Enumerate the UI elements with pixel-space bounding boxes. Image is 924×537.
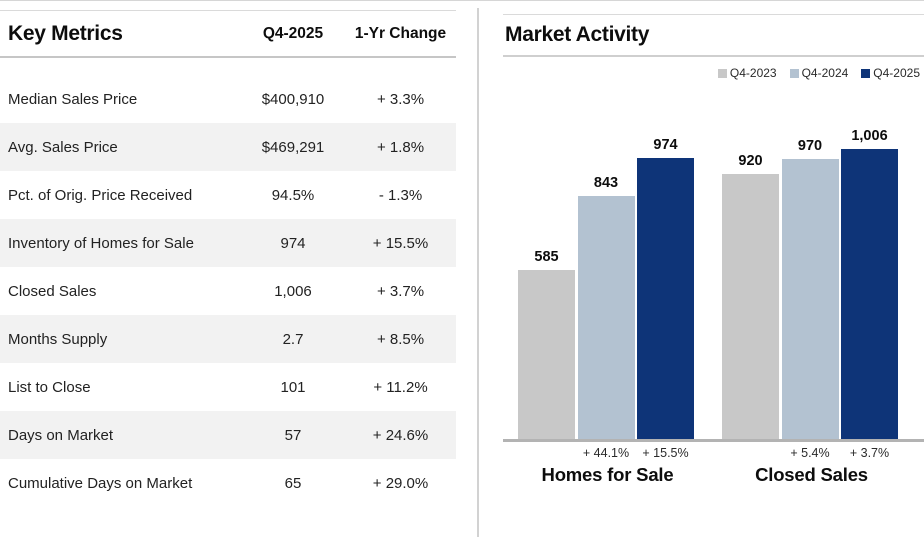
metric-label: Pct. of Orig. Price Received [8,186,193,204]
column-header-q4-2025: Q4-2025 [262,24,324,42]
table-row: Avg. Sales Price $469,291 + 1.8% [0,123,456,171]
metric-change: + 24.6% [372,426,429,444]
market-activity-header-row: Market Activity [503,14,924,57]
metric-value: 57 [284,426,302,444]
key-metrics-title: Key Metrics [8,21,123,45]
metric-value: 974 [280,234,306,252]
metric-value: 94.5% [271,186,315,204]
bar-q4-2023-closed-sales [722,174,779,439]
bar-value-label: 1,006 [851,128,888,144]
bar-value-label: 585 [534,249,559,265]
bar-q4-2025-homes-for-sale [637,158,694,439]
chart-legend: Q4-2023 Q4-2024 Q4-2025 [717,66,920,80]
bar-value-label: 843 [593,175,619,191]
metric-label: Median Sales Price [8,90,138,108]
metric-change: + 1.8% [376,138,425,156]
key-metrics-panel: Key Metrics Q4-2025 1-Yr Change Median S… [0,10,456,507]
legend-label: Q4-2023 [729,66,777,80]
legend-swatch-icon [861,68,871,78]
panel-divider [477,8,479,537]
legend-swatch-icon [717,68,727,78]
table-row: Inventory of Homes for Sale 974 + 15.5% [0,219,456,267]
metric-label: Months Supply [8,330,108,348]
table-row: Closed Sales 1,006 + 3.7% [0,267,456,315]
metric-label: Cumulative Days on Market [8,474,193,492]
chart-baseline [503,439,924,442]
table-row: Median Sales Price $400,910 + 3.3% [0,75,456,123]
metric-change: + 15.5% [372,234,429,252]
metric-change: - 1.3% [378,186,423,204]
pct-change-label: + 5.4% [790,446,830,460]
top-edge-line [0,0,924,1]
bar-value-label: 920 [738,153,763,169]
metric-label: Inventory of Homes for Sale [8,234,194,252]
metric-value: 2.7 [282,330,304,348]
bar-value-label: 970 [797,138,823,154]
metric-value: $400,910 [261,90,325,108]
pct-change-label: + 44.1% [582,446,630,460]
table-row: Months Supply 2.7 + 8.5% [0,315,456,363]
metric-label: List to Close [8,378,91,396]
legend-label: Q4-2024 [801,66,849,80]
bar-q4-2023-homes-for-sale [518,270,575,439]
metric-value: 1,006 [274,282,312,300]
legend-swatch-icon [789,68,799,78]
table-row: List to Close 101 + 11.2% [0,363,456,411]
table-row: Cumulative Days on Market 65 + 29.0% [0,459,456,507]
market-activity-panel: Market Activity Q4-2023 Q4-2024 Q4-2025 58… [503,0,924,537]
key-metrics-header-row: Key Metrics Q4-2025 1-Yr Change [0,10,456,58]
bar-value-label: 974 [653,137,678,153]
metric-change: + 11.2% [373,378,428,396]
metric-change: + 8.5% [376,330,425,348]
legend-item-q4-2025: Q4-2025 [861,66,920,80]
bar-q4-2024-homes-for-sale [577,196,635,439]
metric-value: $469,291 [261,138,325,156]
metric-value: 101 [280,378,306,396]
category-label-homes-for-sale: Homes for Sale [541,464,674,485]
table-row: Pct. of Orig. Price Received 94.5% - 1.3% [0,171,456,219]
market-activity-chart: 585 843 + 44.1% 974 + 15.5% Homes for Sale 920… [503,0,924,537]
key-metrics-rows: Median Sales Price $400,910 + 3.3% Avg. Sal… [0,75,456,507]
pct-change-label: + 15.5% [642,446,689,460]
metric-change: + 3.3% [376,90,425,108]
legend-label: Q4-2025 [873,66,920,80]
bar-q4-2024-closed-sales [781,159,839,439]
legend-item-q4-2024: Q4-2024 [789,66,849,80]
table-row: Days on Market 57 + 24.6% [0,411,456,459]
category-label-closed-sales: Closed Sales [755,464,868,485]
metric-label: Days on Market [8,426,114,444]
metric-value: 65 [284,474,302,492]
bar-q4-2025-closed-sales [841,149,898,439]
metric-change: + 29.0% [372,474,429,492]
metric-change: + 3.7% [376,282,425,300]
metric-label: Avg. Sales Price [8,138,118,156]
market-activity-title: Market Activity [505,23,650,46]
metric-label: Closed Sales [8,282,97,300]
pct-change-label: + 3.7% [849,446,890,460]
legend-item-q4-2023: Q4-2023 [717,66,777,80]
column-header-1yr-change: 1-Yr Change [354,24,447,42]
